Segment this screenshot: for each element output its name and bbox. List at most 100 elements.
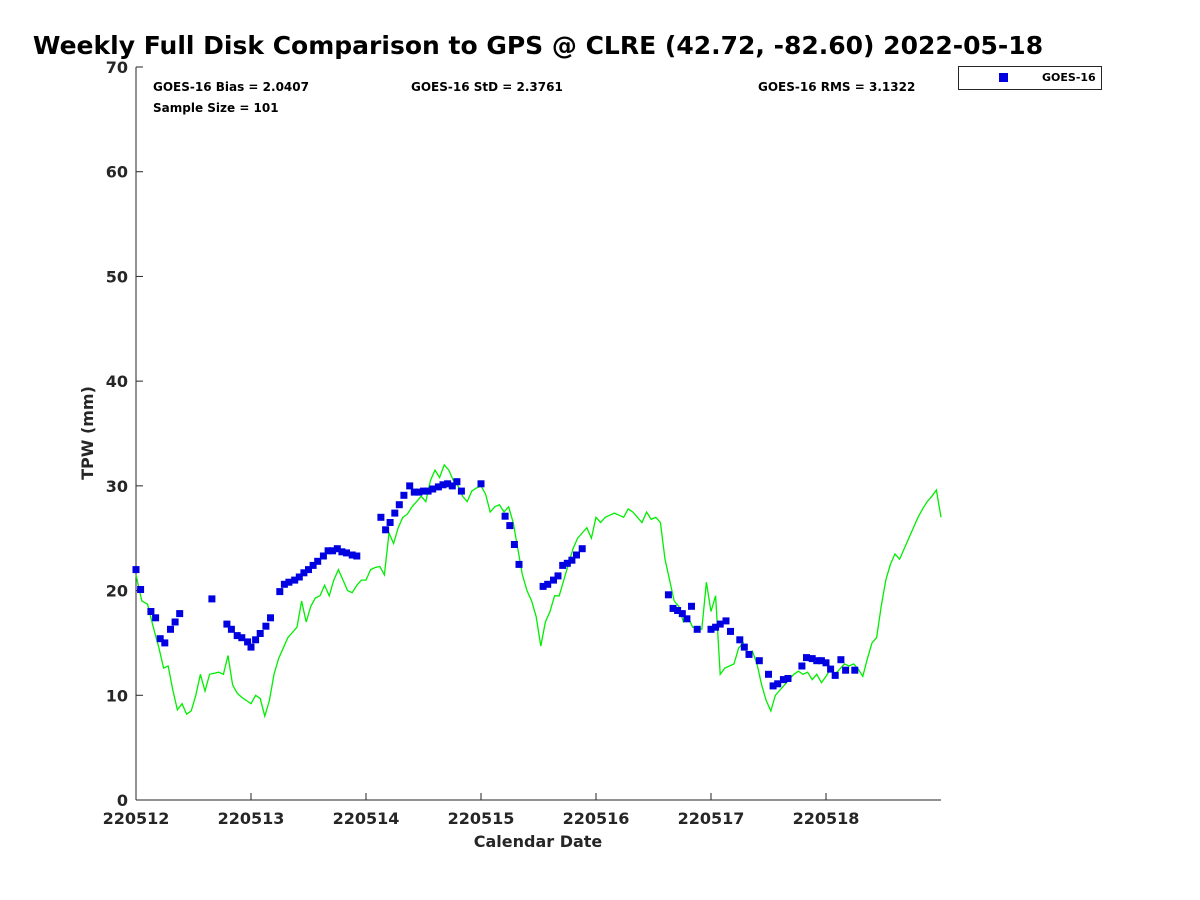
y-tick-label: 0 bbox=[117, 791, 128, 810]
plot-axes bbox=[135, 67, 941, 801]
goes16-point bbox=[295, 573, 303, 581]
y-tick-label: 50 bbox=[106, 267, 128, 286]
goes16-point bbox=[424, 487, 432, 495]
goes16-point bbox=[171, 618, 179, 626]
goes16-point bbox=[736, 636, 744, 644]
rms-stat: GOES-16 RMS = 3.1322 bbox=[758, 80, 915, 94]
goes16-point bbox=[563, 559, 571, 567]
goes16-point bbox=[568, 556, 576, 564]
x-axis-label: Calendar Date bbox=[474, 832, 603, 851]
x-tick-label: 220517 bbox=[678, 809, 745, 828]
goes16-point bbox=[285, 578, 293, 586]
goes16-point bbox=[453, 478, 461, 486]
goes16-point bbox=[252, 636, 260, 644]
goes16-point bbox=[262, 622, 270, 630]
goes16-point bbox=[448, 482, 456, 490]
goes16-point bbox=[420, 487, 427, 495]
goes16-point bbox=[539, 582, 547, 590]
goes16-point bbox=[208, 595, 216, 603]
goes16-point bbox=[831, 671, 839, 679]
goes16-point bbox=[338, 548, 346, 556]
y-tick-label: 40 bbox=[106, 372, 128, 391]
goes16-point bbox=[161, 639, 169, 647]
gps-line-series bbox=[135, 463, 942, 719]
goes16-point bbox=[267, 614, 274, 622]
goes16-point bbox=[434, 483, 442, 491]
goes16-point bbox=[444, 480, 452, 488]
goes16-point bbox=[477, 480, 485, 488]
goes16-point bbox=[510, 541, 518, 548]
goes16-point bbox=[813, 657, 821, 665]
std-stat: GOES-16 StD = 2.3761 bbox=[411, 80, 563, 94]
goes16-point bbox=[391, 509, 399, 517]
legend-marker bbox=[999, 73, 1008, 82]
goes16-point bbox=[779, 676, 787, 684]
y-tick-label: 30 bbox=[106, 477, 128, 496]
goes16-point bbox=[348, 551, 356, 559]
goes16-point bbox=[132, 566, 140, 574]
goes16-point bbox=[400, 491, 408, 499]
goes16-point bbox=[377, 513, 385, 521]
goes16-point bbox=[774, 680, 782, 688]
goes16-point bbox=[683, 615, 691, 623]
stats-annotations: GOES-16 Bias = 2.0407 Sample Size = 101 … bbox=[153, 80, 915, 115]
goes16-point-series bbox=[132, 478, 859, 690]
goes16-point bbox=[386, 519, 394, 526]
y-ticks: 0 10 20 30 40 50 60 70 bbox=[106, 58, 143, 810]
goes16-point bbox=[501, 512, 509, 520]
goes16-point bbox=[343, 549, 350, 557]
goes16-point bbox=[439, 481, 447, 489]
goes16-point bbox=[544, 580, 552, 588]
goes16-point bbox=[784, 675, 792, 682]
sample-size-stat: Sample Size = 101 bbox=[153, 101, 279, 115]
x-tick-label: 220512 bbox=[103, 809, 170, 828]
goes16-point bbox=[300, 569, 308, 577]
goes16-point bbox=[137, 586, 145, 593]
gps-tpw-line bbox=[135, 463, 942, 719]
goes16-point bbox=[276, 588, 284, 596]
x-ticks: 220512 220513 220514 220515 220516 220517 2205… bbox=[103, 793, 860, 828]
goes16-point bbox=[291, 576, 299, 584]
goes16-point bbox=[406, 482, 414, 490]
goes16-point bbox=[247, 643, 255, 651]
goes16-point bbox=[280, 580, 288, 588]
legend-label: GOES-16 bbox=[1042, 71, 1096, 84]
goes16-point bbox=[309, 561, 317, 569]
goes16-point bbox=[410, 488, 418, 496]
goes16-point bbox=[305, 566, 312, 574]
x-tick-label: 220514 bbox=[333, 809, 400, 828]
goes16-point bbox=[147, 608, 155, 615]
goes16-point bbox=[842, 666, 850, 674]
goes16-point bbox=[727, 627, 734, 635]
goes16-point bbox=[382, 526, 390, 534]
goes16-point bbox=[808, 655, 816, 663]
goes16-point bbox=[238, 634, 246, 642]
goes16-point bbox=[167, 625, 174, 633]
goes16-point bbox=[550, 576, 557, 584]
goes16-point bbox=[573, 551, 580, 559]
x-tick-label: 220518 bbox=[793, 809, 860, 828]
goes16-point bbox=[329, 547, 337, 555]
goes16-point bbox=[156, 635, 164, 643]
goes16-point bbox=[803, 654, 810, 662]
goes16-point bbox=[457, 487, 465, 495]
goes16-point bbox=[324, 547, 332, 555]
y-tick-label: 20 bbox=[106, 582, 128, 601]
goes16-point bbox=[176, 610, 184, 618]
goes16-point bbox=[415, 488, 423, 496]
goes16-point bbox=[429, 485, 437, 493]
y-tick-label: 70 bbox=[106, 58, 128, 77]
goes16-point bbox=[333, 545, 341, 553]
goes16-point bbox=[745, 650, 753, 658]
x-tick-label: 220513 bbox=[218, 809, 285, 828]
bias-stat: GOES-16 Bias = 2.0407 bbox=[153, 80, 309, 94]
goes16-point bbox=[765, 670, 772, 678]
goes16-point bbox=[233, 632, 241, 640]
goes16-point bbox=[554, 572, 562, 580]
goes16-point bbox=[827, 665, 835, 673]
goes16-point bbox=[227, 625, 235, 633]
x-tick-label: 220515 bbox=[448, 809, 515, 828]
goes16-point bbox=[707, 625, 715, 633]
goes16-point bbox=[319, 552, 327, 560]
